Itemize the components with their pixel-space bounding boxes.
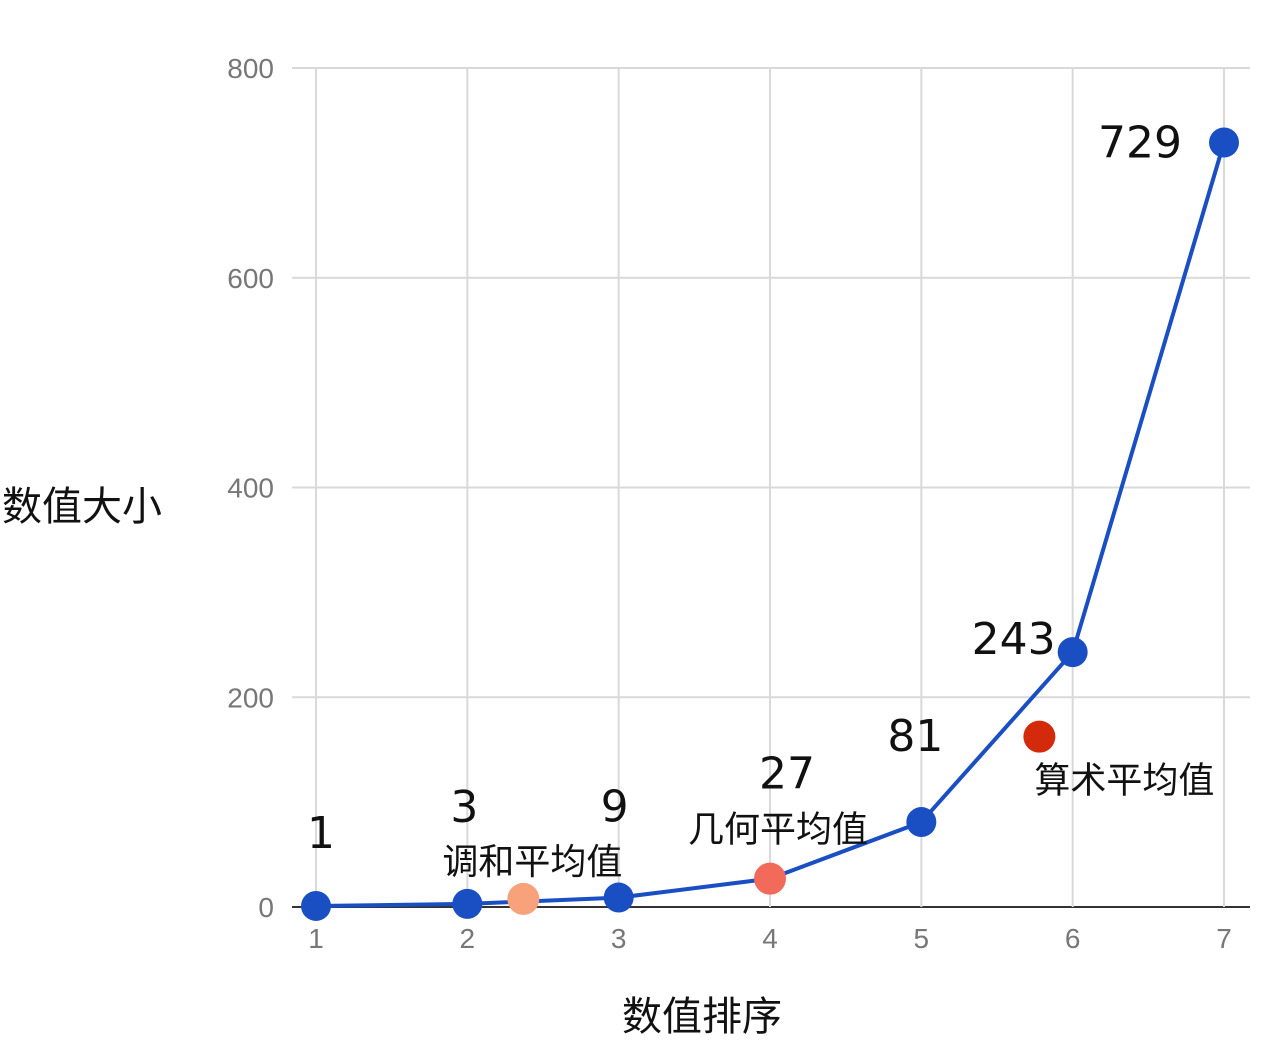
data-label: 81	[887, 711, 943, 762]
x-tick-label: 1	[308, 923, 324, 954]
y-tick-label: 600	[227, 263, 274, 294]
data-label: 729	[1098, 117, 1182, 168]
plot-area	[301, 127, 1239, 921]
x-tick-label: 5	[914, 923, 930, 954]
mean-marker	[1023, 720, 1056, 753]
data-label: 27	[759, 749, 815, 800]
mean-label: 调和平均值	[442, 842, 622, 883]
x-tick-labels: 1 2 3 4 5 6 7	[308, 923, 1232, 954]
x-tick-label: 6	[1065, 923, 1081, 954]
mean-label: 几何平均值	[688, 810, 868, 851]
y-tick-label: 400	[227, 473, 274, 504]
x-tick-label: 4	[762, 923, 778, 954]
data-label: 1	[307, 808, 335, 859]
grid-lines	[292, 67, 1250, 908]
data-point	[1057, 637, 1088, 668]
x-axis-title: 数值排序	[622, 994, 782, 1040]
data-label: 3	[450, 782, 478, 833]
x-tick-label: 2	[460, 923, 476, 954]
y-tick-labels: 0 200 400 600 800	[227, 53, 274, 923]
data-label: 9	[601, 782, 629, 833]
y-tick-label: 200	[227, 682, 274, 713]
data-label: 243	[972, 614, 1056, 665]
data-point	[603, 882, 634, 913]
data-point	[301, 890, 331, 921]
mean-marker	[754, 862, 786, 895]
y-tick-label: 800	[227, 53, 274, 84]
y-tick-label: 0	[258, 892, 274, 923]
x-tick-label: 7	[1216, 923, 1232, 954]
data-point	[452, 888, 483, 919]
y-axis-title: 数值大小	[2, 484, 162, 530]
data-point	[1209, 127, 1239, 158]
data-point	[906, 807, 937, 838]
mean-marker	[507, 882, 540, 915]
mean-label: 算术平均值	[1034, 761, 1214, 802]
x-tick-label: 3	[611, 923, 627, 954]
data-labels: 1 3 9 27 81 243 729 调和平均值 几何平均值 算术平均值	[307, 117, 1214, 882]
